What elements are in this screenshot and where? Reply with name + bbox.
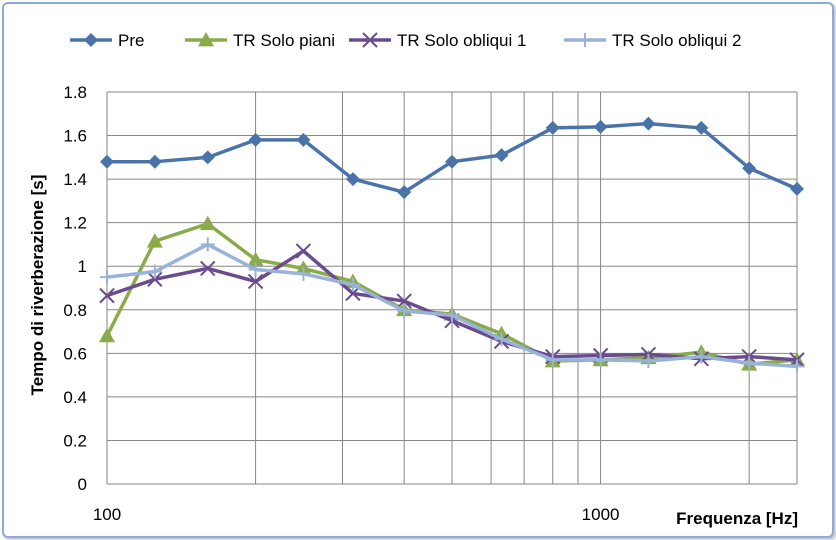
diamond-marker	[248, 132, 263, 147]
legend-label: TR Solo obliqui 2	[612, 31, 741, 50]
diamond-marker	[790, 181, 804, 196]
x-marker	[362, 32, 378, 48]
y-tick-label: 1.8	[63, 83, 87, 102]
plus-marker	[200, 237, 215, 252]
plus-marker	[100, 270, 114, 285]
triangle-marker	[99, 327, 115, 343]
legend-label: TR Solo piani	[233, 31, 335, 50]
diamond-marker	[345, 172, 360, 187]
y-tick-label: 0	[78, 475, 87, 494]
plus-marker	[296, 266, 311, 281]
gridlines	[106, 91, 798, 485]
plus-marker	[494, 332, 509, 347]
legend-label: Pre	[118, 31, 144, 50]
x-tick-labels: 100 1000	[93, 505, 620, 524]
series-lines	[99, 116, 805, 374]
y-tick-label: 1.6	[63, 127, 87, 146]
diamond-marker	[397, 185, 412, 200]
legend-item: TR Solo obliqui 2	[564, 31, 741, 50]
x-marker	[247, 273, 264, 290]
y-tick-label: 1.2	[63, 214, 87, 233]
y-tick-label: 0.6	[63, 344, 87, 363]
triangle-marker	[247, 251, 264, 267]
diamond-marker	[100, 154, 114, 169]
series-3	[100, 237, 804, 374]
diamond-marker	[147, 154, 162, 169]
triangle-marker	[146, 233, 163, 248]
legend-item: TR Solo obliqui 1	[349, 31, 526, 50]
legend-item: Pre	[70, 31, 144, 50]
x-axis-title: Frequenza [Hz]	[676, 509, 798, 528]
x-marker	[99, 287, 115, 304]
plus-marker	[578, 33, 592, 47]
plus-marker	[790, 359, 804, 374]
y-tick-label: 1	[78, 257, 87, 276]
diamond-marker	[742, 161, 757, 176]
legend-label: TR Solo obliqui 1	[397, 31, 526, 50]
x-tick-label: 100	[93, 505, 121, 524]
x-marker	[147, 271, 163, 287]
y-tick-label: 0.2	[63, 431, 87, 450]
y-tick-labels: 0 0.2 0.4 0.6 0.8 1 1.2 1.4 1.6 1.8	[63, 83, 87, 494]
y-axis-title: Tempo di riverberazione [s]	[28, 175, 47, 396]
plus-marker	[641, 353, 656, 368]
legend-item: TR Solo piani	[185, 31, 335, 50]
y-tick-label: 1.4	[63, 170, 87, 189]
plus-marker	[593, 352, 608, 367]
diamond-marker	[641, 116, 656, 131]
y-tick-label: 0.8	[63, 301, 87, 320]
plus-marker	[694, 349, 709, 364]
series-0	[100, 116, 804, 200]
diamond-marker	[200, 150, 215, 165]
diamond-marker	[296, 132, 311, 147]
plus-marker	[248, 262, 263, 277]
legend: Pre TR Solo piani TR Solo obliqui 1 TR Solo…	[70, 31, 741, 50]
plus-marker	[397, 303, 412, 318]
diamond-marker	[694, 120, 709, 135]
plus-marker	[445, 308, 459, 323]
diamond-marker	[593, 119, 608, 134]
plus-marker	[147, 264, 162, 279]
diamond-marker	[445, 154, 459, 169]
x-marker	[200, 260, 216, 277]
triangle-marker	[198, 32, 214, 47]
plus-marker	[345, 277, 360, 292]
triangle-marker	[199, 215, 216, 231]
diamond-marker	[545, 120, 560, 135]
diamond-marker	[494, 148, 509, 163]
x-tick-label: 1000	[582, 505, 620, 524]
x-marker	[295, 243, 312, 259]
plus-marker	[545, 352, 560, 367]
plus-marker	[742, 356, 757, 371]
x-marker	[396, 293, 412, 309]
diamond-marker	[84, 33, 98, 47]
y-tick-label: 0.4	[63, 388, 87, 407]
